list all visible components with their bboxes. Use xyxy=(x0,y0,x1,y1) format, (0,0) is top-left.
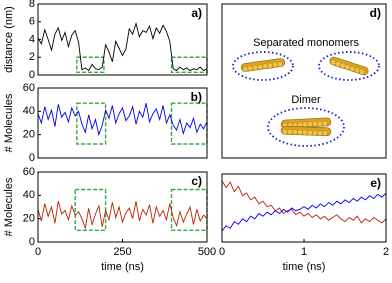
x-axis-label: time (ns) xyxy=(101,261,144,273)
molecule-bead xyxy=(359,68,365,75)
x-tick-label: 0 xyxy=(35,246,41,258)
molecule xyxy=(280,125,332,137)
y-tick-label: 4 xyxy=(29,33,35,45)
plot-frame xyxy=(37,3,208,76)
highlight-region xyxy=(76,56,105,74)
y-tick-label: 0 xyxy=(29,236,35,248)
group-outline xyxy=(232,51,294,81)
data-line xyxy=(221,180,387,224)
y-tick-label: 2 xyxy=(29,51,35,63)
molecule-bead xyxy=(287,129,293,135)
x-tick-label: 2 xyxy=(383,246,389,258)
molecule-bead xyxy=(312,121,318,127)
molecule xyxy=(280,117,332,129)
x-tick-label: 0 xyxy=(219,246,225,258)
y-tick-label: 0 xyxy=(29,152,35,164)
panel-frame xyxy=(221,3,387,159)
molecule-bead xyxy=(307,121,313,128)
molecule-bead xyxy=(292,129,298,135)
y-tick-label: 20 xyxy=(23,213,35,225)
x-tick-label: 1 xyxy=(301,246,307,258)
diagram-label: Separated monomers xyxy=(253,37,359,49)
molecule-bead xyxy=(322,130,328,136)
panel-label: d) xyxy=(370,6,381,20)
diagram-label: Dimer xyxy=(291,94,321,106)
plot-frame xyxy=(221,173,387,243)
y-tick-label: 8 xyxy=(29,0,35,10)
molecule-bead xyxy=(307,129,313,136)
panel-label: a) xyxy=(191,6,202,20)
data-line xyxy=(37,103,208,137)
y-tick-label: 40 xyxy=(23,189,35,201)
molecule-bead xyxy=(312,130,318,136)
data-line xyxy=(37,201,208,230)
molecule-bead xyxy=(282,128,288,135)
y-tick-label: 60 xyxy=(23,82,35,94)
molecule xyxy=(240,58,286,72)
x-tick-label: 500 xyxy=(198,246,216,258)
highlight-region xyxy=(74,188,107,232)
y-axis-label: distance (nm) xyxy=(3,6,15,73)
y-axis-label: # Molecules xyxy=(3,93,15,152)
x-axis-label: time (ns) xyxy=(283,261,326,273)
panel-label: e) xyxy=(370,176,381,190)
y-tick-label: 6 xyxy=(29,16,35,28)
y-axis-label: # Molecules xyxy=(3,177,15,236)
y-tick-label: 60 xyxy=(23,166,35,178)
panel-label: c) xyxy=(191,174,202,188)
data-line xyxy=(221,192,387,232)
molecule-bead xyxy=(302,121,308,128)
molecule-bead xyxy=(297,129,303,136)
highlight-region xyxy=(76,102,107,145)
molecule-bead xyxy=(317,130,323,136)
molecule xyxy=(329,56,369,76)
molecule-bead xyxy=(302,129,308,136)
molecule-bead xyxy=(322,120,328,127)
plot-frame xyxy=(37,87,208,159)
group-outline xyxy=(267,107,345,147)
group-outline xyxy=(318,51,380,81)
y-tick-label: 20 xyxy=(23,129,35,141)
molecule-bead xyxy=(317,120,323,127)
y-tick-label: 40 xyxy=(23,105,35,117)
data-line xyxy=(37,21,208,72)
x-tick-label: 250 xyxy=(113,246,131,258)
molecule-bead xyxy=(277,61,283,67)
highlight-region xyxy=(170,102,208,145)
panel-label: b) xyxy=(191,90,202,104)
y-tick-label: 0 xyxy=(29,69,35,81)
plot-frame xyxy=(37,171,208,243)
